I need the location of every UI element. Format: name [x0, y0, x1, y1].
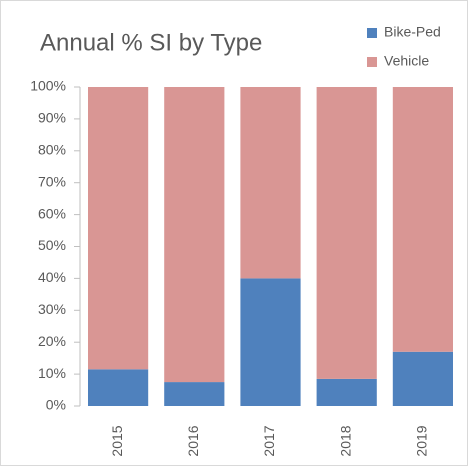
- bar-segment: [240, 278, 301, 406]
- y-tick-label: 40%: [38, 269, 66, 285]
- bar-segment: [164, 87, 225, 383]
- y-tick-label: 50%: [38, 237, 66, 253]
- bar-segment: [392, 351, 453, 406]
- bar-segment: [316, 378, 377, 406]
- legend-swatch: [367, 28, 377, 38]
- y-tick-label: 20%: [38, 333, 66, 349]
- bar-segment: [88, 87, 149, 370]
- y-tick-label: 100%: [30, 78, 66, 94]
- legend-swatch: [367, 57, 377, 67]
- bar-segment: [164, 382, 225, 406]
- bar-segment: [316, 87, 377, 379]
- chart-title: Annual % SI by Type: [40, 29, 262, 56]
- y-tick-label: 80%: [38, 142, 66, 158]
- legend-label: Bike-Ped: [384, 24, 441, 40]
- y-tick-label: 60%: [38, 205, 66, 221]
- bar-segment: [392, 87, 453, 352]
- bar-segment: [88, 369, 149, 406]
- y-tick-label: 10%: [38, 365, 66, 381]
- x-tick-label: 2015: [109, 425, 125, 456]
- x-tick-label: 2017: [261, 425, 277, 456]
- y-tick-label: 70%: [38, 173, 66, 189]
- bar-segment: [240, 87, 301, 279]
- y-tick-label: 90%: [38, 110, 66, 126]
- x-tick-label: 2018: [337, 425, 353, 456]
- y-tick-label: 0%: [46, 397, 66, 413]
- y-tick-label: 30%: [38, 301, 66, 317]
- x-tick-label: 2019: [414, 425, 430, 456]
- x-tick-label: 2016: [185, 425, 201, 456]
- legend-label: Vehicle: [384, 53, 429, 69]
